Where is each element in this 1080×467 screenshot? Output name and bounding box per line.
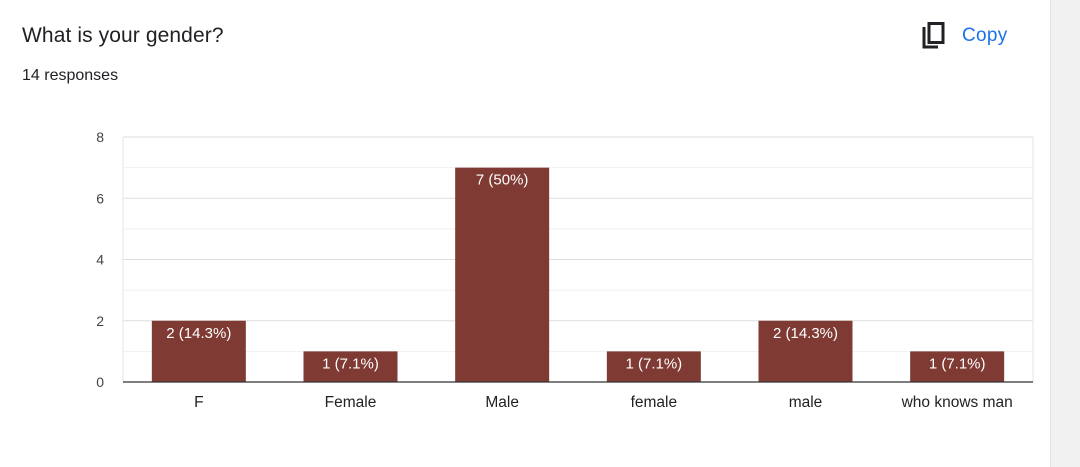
x-tick-label: Female bbox=[325, 394, 377, 411]
bar bbox=[606, 351, 701, 382]
y-tick-label: 8 bbox=[96, 129, 104, 145]
side-panel bbox=[1050, 0, 1080, 467]
bar bbox=[455, 167, 550, 382]
y-tick-label: 4 bbox=[96, 252, 104, 268]
data-label: 1 (7.1%) bbox=[625, 355, 682, 372]
y-tick-label: 0 bbox=[96, 374, 104, 390]
x-tick-label: Male bbox=[485, 394, 519, 411]
x-tick-label: who knows man bbox=[901, 394, 1013, 411]
data-label: 7 (50%) bbox=[476, 172, 529, 189]
bar bbox=[303, 351, 398, 382]
copy-button[interactable]: Copy bbox=[920, 20, 1008, 52]
bar bbox=[758, 320, 853, 382]
question-title: What is your gender? bbox=[22, 24, 224, 47]
data-label: 1 (7.1%) bbox=[929, 355, 986, 372]
y-tick-label: 6 bbox=[96, 190, 104, 206]
data-label: 2 (14.3%) bbox=[773, 325, 838, 342]
bar bbox=[151, 320, 246, 382]
x-tick-label: F bbox=[194, 394, 203, 411]
response-count: 14 responses bbox=[22, 67, 119, 84]
bar bbox=[910, 351, 1005, 382]
copy-label: Copy bbox=[962, 25, 1008, 46]
x-tick-label: female bbox=[631, 394, 678, 411]
y-tick-label: 2 bbox=[96, 313, 104, 329]
bar-chart: 0 2 4 6 8 2 (14.3%) F 1 (7.1%) Female 7 (50%) Male… bbox=[96, 129, 1034, 411]
copy-icon bbox=[922, 22, 945, 49]
data-label: 2 (14.3%) bbox=[166, 325, 231, 342]
question-card: What is your gender? 14 responses Copy 0… bbox=[22, 20, 1034, 411]
x-tick-label: male bbox=[789, 394, 823, 411]
data-label: 1 (7.1%) bbox=[322, 355, 379, 372]
